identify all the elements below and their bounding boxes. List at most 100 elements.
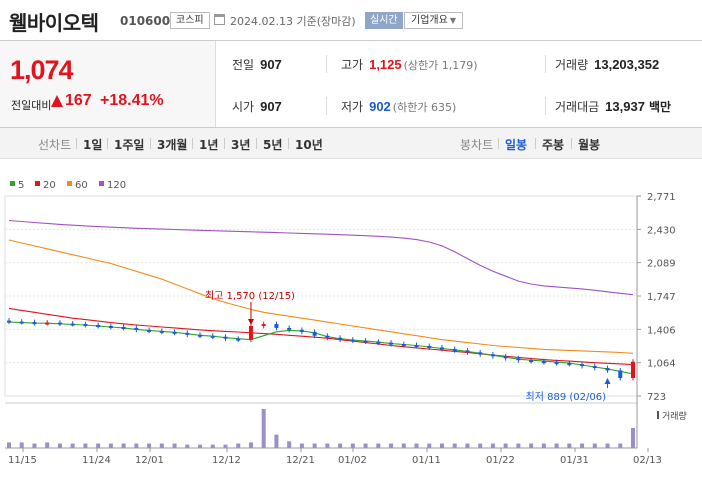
candle-body bbox=[389, 342, 394, 345]
volume-bar bbox=[618, 443, 623, 448]
volume-bar bbox=[185, 444, 190, 448]
divider bbox=[192, 138, 193, 149]
candle-body bbox=[121, 326, 126, 329]
volume-bar bbox=[19, 442, 24, 448]
low-arrow-head bbox=[604, 378, 611, 384]
x-tick-label: 11/15 bbox=[8, 455, 37, 466]
volume-bar bbox=[261, 409, 266, 448]
y-tick-label: 2,089 bbox=[647, 259, 676, 270]
candle-monthly[interactable]: 월봉 bbox=[578, 138, 601, 152]
candle-body bbox=[172, 331, 177, 334]
candle-body bbox=[147, 329, 152, 332]
ma-20-line bbox=[8, 307, 634, 366]
volume-bar bbox=[172, 443, 177, 448]
candle-body bbox=[452, 348, 457, 351]
period-3y[interactable]: 3년 bbox=[231, 138, 251, 152]
volume-bar bbox=[223, 444, 228, 448]
current-price: 1,074 bbox=[10, 55, 74, 85]
candle-body bbox=[439, 347, 444, 350]
period-1y[interactable]: 1년 bbox=[199, 138, 219, 152]
candle-body bbox=[541, 361, 546, 364]
candle-body bbox=[45, 322, 50, 325]
x-tick-label: 01/11 bbox=[412, 455, 441, 466]
y-tick-label: 723 bbox=[647, 392, 666, 403]
y-tick-label: 1,064 bbox=[647, 359, 676, 370]
volume-label: 거래량 bbox=[662, 410, 687, 422]
volume-bar bbox=[287, 441, 292, 448]
candle-daily[interactable]: 일봉 bbox=[505, 138, 528, 152]
low-label: 저가 bbox=[341, 100, 364, 114]
legend-label-120: 120 bbox=[107, 180, 126, 191]
divider bbox=[545, 55, 546, 73]
period-10y[interactable]: 10년 bbox=[295, 138, 323, 152]
period-bar: 선차트 1일 1주일 3개월 1년 3년 5년 10년 봉차트 일봉 주봉 월봉 bbox=[0, 128, 702, 159]
lower-limit: (하한가 635) bbox=[392, 101, 457, 114]
candle-body bbox=[57, 322, 62, 325]
trade-value-unit: 백만 bbox=[648, 100, 672, 114]
date-text: 2024.02.13 기준(장마감) bbox=[230, 15, 356, 28]
x-tick-label: 12/12 bbox=[212, 455, 241, 466]
chevron-down-icon: ▼ bbox=[449, 16, 456, 25]
period-1w[interactable]: 1주일 bbox=[114, 138, 145, 152]
volume-bar bbox=[96, 443, 101, 448]
candles bbox=[7, 318, 635, 381]
x-tick-label: 01/02 bbox=[338, 455, 367, 466]
legend-label-60: 60 bbox=[75, 180, 88, 191]
period-5y[interactable]: 5년 bbox=[263, 138, 283, 152]
calendar-icon bbox=[214, 14, 225, 25]
divider bbox=[107, 138, 108, 149]
candle-body bbox=[248, 325, 253, 340]
volume-bar bbox=[108, 443, 113, 448]
realtime-button[interactable]: 실시간 bbox=[365, 12, 403, 29]
volume-bar bbox=[198, 444, 203, 448]
x-axis: 11/15 11/24 12/01 12/12 12/21 01/02 01/11 01/22… bbox=[8, 448, 662, 466]
high-label: 고가 bbox=[341, 58, 364, 72]
candle-body bbox=[529, 360, 534, 363]
candle-weekly[interactable]: 주봉 bbox=[542, 138, 565, 152]
candle-body bbox=[554, 362, 559, 365]
volume-bar bbox=[503, 443, 508, 448]
volume-bar bbox=[554, 443, 559, 448]
stock-chart[interactable]: 5 20 60 120 최고 1,570 (12/15)최저 889 (02/06) … bbox=[0, 160, 702, 482]
price-box: 1,074 전일대비 167 +18.41% bbox=[0, 41, 216, 127]
volume-bar bbox=[427, 443, 432, 448]
volume-bar bbox=[210, 444, 215, 448]
period-1d[interactable]: 1일 bbox=[83, 138, 103, 152]
candle-chart-label[interactable]: 봉차트 bbox=[460, 138, 494, 152]
candle-body bbox=[580, 364, 585, 367]
candle-body bbox=[210, 335, 215, 338]
volume-bar bbox=[631, 427, 635, 448]
upper-limit: (상한가 1,179) bbox=[403, 59, 478, 72]
stock-name[interactable]: 웰바이오텍 bbox=[9, 11, 99, 35]
volume-bar bbox=[592, 443, 597, 448]
volume-bar bbox=[439, 443, 444, 448]
y-tick-label: 1,406 bbox=[647, 325, 676, 336]
volume-bar bbox=[134, 443, 139, 448]
divider bbox=[535, 138, 536, 149]
volume-bar bbox=[83, 443, 88, 448]
volume-bar bbox=[401, 443, 406, 448]
change-rate: +18.41% bbox=[100, 92, 164, 109]
volume-bar bbox=[236, 443, 241, 448]
stock-header: 웰바이오텍 010600 코스피 2024.02.13 기준(장마감) 실시간 … bbox=[0, 0, 702, 40]
candle-body bbox=[605, 367, 610, 371]
divider bbox=[150, 138, 151, 149]
ma-120-line bbox=[8, 219, 634, 296]
company-overview-dropdown[interactable]: 기업개요 ▼ bbox=[404, 12, 463, 29]
line-chart-label[interactable]: 선차트 bbox=[38, 138, 72, 152]
y-tick-label: 2,430 bbox=[647, 225, 676, 236]
volume-bars: 거래량 bbox=[7, 409, 687, 448]
volume-bar bbox=[159, 443, 164, 448]
divider bbox=[545, 97, 546, 115]
candle-body bbox=[503, 356, 508, 359]
volume-bar bbox=[7, 442, 11, 448]
volume-bar bbox=[478, 443, 483, 448]
volume-bar bbox=[567, 443, 572, 448]
market-badge: 코스피 bbox=[170, 12, 210, 29]
volume-bar bbox=[312, 443, 317, 448]
volume-bar bbox=[325, 443, 330, 448]
period-3m[interactable]: 3개월 bbox=[157, 138, 188, 152]
volume-bar bbox=[376, 443, 381, 448]
candle-body bbox=[325, 335, 330, 338]
legend-swatch-120 bbox=[99, 181, 104, 186]
